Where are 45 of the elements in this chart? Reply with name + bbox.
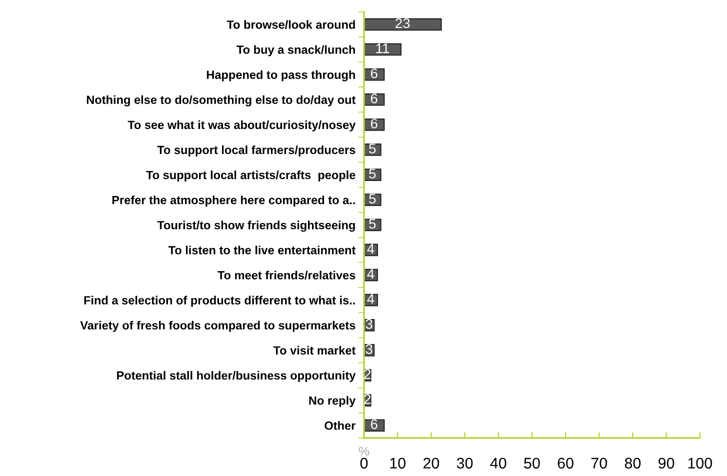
x-tick-label: 50 [524,458,540,469]
data-label: 6 [370,68,378,78]
y-tick-label: No reply [309,396,356,408]
y-tick-label: To meet friends/relatives [218,270,356,280]
y-tick-label: To support local artists/crafts people [146,170,356,182]
y-tick-label: To visit market [273,346,356,355]
y-tick-label: To browse/look around [226,20,355,29]
y-tick-label: Potential stall holder/business opportunity [117,370,356,382]
data-label: 3 [366,319,372,329]
y-tick-label: Variety of fresh foods compared to supermarkets [80,320,356,332]
data-label: 3 [366,344,372,354]
data-label: 5 [369,144,376,154]
x-axis-title: % [358,446,370,456]
y-tick-label: Tourist/to show friends sightseeing [157,220,355,232]
y-tick-label: To support local farmers/producers [157,145,356,156]
data-label: 4 [367,269,374,279]
data-label: 4 [367,294,374,304]
data-label: 4 [367,244,374,254]
x-tick-label: 70 [591,458,608,469]
y-tick-label: Prefer the atmosphere here compared to a.. [112,196,355,207]
data-label: 5 [369,218,376,229]
y-tick-label: Happened to pass through [206,70,355,82]
data-label: 11 [376,44,390,54]
x-tick-label: 80 [624,458,641,469]
data-label: 5 [369,194,376,204]
y-tick-label: To listen to the live entertainment [168,246,356,254]
x-tick-label: 30 [456,458,473,469]
y-tick-label: Other [324,421,356,430]
y-tick-label: Find a selection of products different to what is.. [84,296,355,307]
data-label: 6 [370,94,378,104]
y-tick-label: To buy a snack/lunch [236,45,355,56]
data-label: 6 [370,419,378,430]
data-label: 6 [370,118,378,128]
x-tick-label: 0 [360,458,368,469]
x-tick-label: 40 [490,458,506,469]
x-tick-label: 90 [658,458,674,469]
data-label: 23 [396,18,410,28]
y-tick-label: To see what it was about/curiosity/nosey [128,120,356,132]
x-tick-label: 60 [558,458,574,469]
y-tick-label: Nothing else to do/something else to do/day out [86,95,356,106]
bar [364,18,442,31]
x-tick-label: 100 [688,458,712,469]
x-tick-label: 10 [390,458,406,469]
x-tick-label: 20 [423,458,440,469]
data-label: 5 [369,168,376,179]
